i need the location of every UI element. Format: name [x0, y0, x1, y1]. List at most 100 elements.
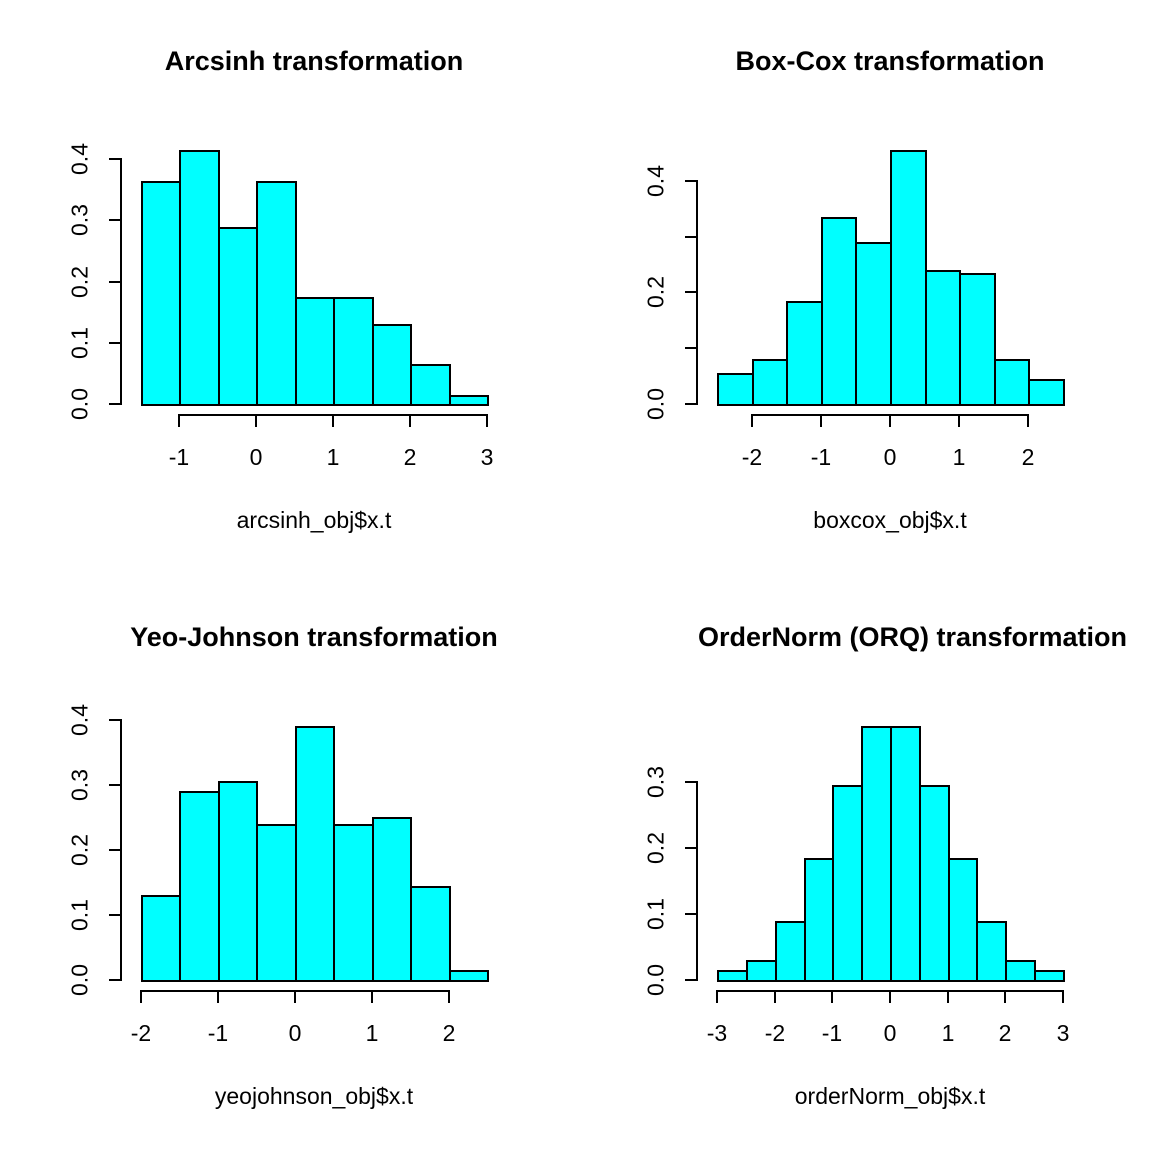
x-axis-tick: [774, 992, 776, 1003]
y-axis-tick: [109, 784, 120, 786]
histogram-bar: [717, 970, 748, 982]
y-axis-tick: [685, 979, 696, 981]
y-axis-tick-label: 0.1: [66, 899, 93, 931]
chart-title: Box-Cox transformation: [735, 46, 1045, 76]
y-axis-tick: [685, 403, 696, 405]
x-axis-tick: [947, 992, 949, 1003]
histogram-bar: [179, 791, 220, 982]
x-axis-tick-label: 0: [883, 1020, 897, 1046]
x-axis-line: [716, 990, 1064, 992]
histogram-bar: [333, 297, 374, 406]
x-axis-tick-label: -2: [741, 444, 763, 470]
histogram-bar: [786, 301, 823, 406]
x-axis-tick-label: -1: [810, 444, 832, 470]
plot-area: 0.0 0.1 0.2 0.3 0.4 -1 0 1 2 3: [0, 0, 576, 576]
x-axis-label: yeojohnson_obj$x.t: [214, 1083, 414, 1109]
y-axis-tick-label: 0.3: [66, 204, 93, 236]
histogram-bar: [179, 150, 220, 406]
x-axis-tick-label: 3: [480, 444, 494, 470]
histogram-bar: [410, 886, 451, 982]
x-axis-tick-label: -3: [706, 1020, 728, 1046]
x-axis-tick: [1062, 992, 1064, 1003]
x-axis-tick-label: 1: [941, 1020, 955, 1046]
panel-yeojohnson: Yeo-Johnson transformation 0.0 0.1 0.2 0.3 0…: [0, 576, 576, 1152]
x-axis-tick: [716, 992, 718, 1003]
histogram-bar: [832, 785, 863, 982]
histogram-bar: [959, 273, 996, 406]
histogram-bar: [372, 817, 412, 982]
x-axis-tick: [448, 992, 450, 1003]
x-axis-tick-label: -1: [207, 1020, 229, 1046]
y-axis-tick-label: 0.3: [66, 769, 93, 801]
histogram-bar: [994, 359, 1030, 406]
x-axis-tick: [889, 992, 891, 1003]
y-axis-tick: [109, 403, 120, 405]
y-axis-tick-label: 0.1: [66, 327, 93, 359]
histogram-bar: [804, 858, 834, 982]
y-axis-line: [120, 719, 122, 981]
x-axis-tick: [958, 416, 960, 427]
histogram-bar: [948, 858, 978, 982]
histogram-bar: [1034, 970, 1065, 982]
x-axis-tick-label: -2: [764, 1020, 786, 1046]
x-axis-tick-label: 2: [403, 444, 417, 470]
histogram-bar: [855, 242, 892, 406]
y-axis-tick: [109, 719, 120, 721]
x-axis-tick: [294, 992, 296, 1003]
y-axis-tick: [685, 291, 696, 293]
y-axis-tick-label: 0.4: [642, 165, 669, 197]
histogram-bar: [218, 781, 258, 982]
x-axis-tick-label: -2: [130, 1020, 152, 1046]
histogram-bar: [861, 726, 892, 982]
y-axis-tick: [685, 347, 696, 349]
chart-title: Yeo-Johnson transformation: [130, 622, 498, 652]
y-axis-tick-label: 0.2: [66, 266, 93, 298]
histogram-bar: [141, 181, 181, 406]
x-axis-tick-label: -1: [821, 1020, 843, 1046]
y-axis-tick: [685, 913, 696, 915]
histogram-bar: [746, 960, 777, 982]
x-axis-tick-label: 1: [952, 444, 966, 470]
x-axis-line: [140, 990, 450, 992]
y-axis-tick-label: 0.2: [642, 276, 669, 308]
x-axis-label: orderNorm_obj$x.t: [794, 1083, 986, 1109]
histogram-bar: [141, 895, 181, 982]
plot-area: 0.0 0.2 0.4 -2 -1 0 1 2: [576, 0, 1152, 576]
x-axis-tick: [1004, 992, 1006, 1003]
x-axis-tick-label: 1: [326, 444, 340, 470]
x-axis-tick-label: 2: [442, 1020, 456, 1046]
y-axis-tick-label: 0.4: [66, 704, 93, 736]
histogram-bar: [1005, 960, 1036, 982]
x-axis-tick: [889, 416, 891, 427]
histogram-bar: [449, 970, 489, 982]
x-axis-tick-label: 2: [998, 1020, 1012, 1046]
y-axis-tick: [685, 781, 696, 783]
histogram-bar: [333, 824, 374, 982]
x-axis-tick-label: 0: [249, 444, 263, 470]
histogram-bar: [295, 726, 335, 982]
histogram-bar: [775, 921, 806, 982]
x-axis-line: [751, 414, 1029, 416]
histogram-bar: [410, 364, 451, 406]
y-axis-tick: [109, 914, 120, 916]
histogram-bar: [256, 824, 297, 982]
y-axis-line: [696, 781, 698, 981]
histogram-bar: [372, 324, 412, 406]
y-axis-tick: [109, 979, 120, 981]
panel-ordernorm: OrderNorm (ORQ) transformation 0.0 0.1 0.2…: [576, 576, 1152, 1152]
y-axis-tick-label: 0.1: [642, 898, 669, 930]
y-axis-tick-label: 0.0: [66, 388, 93, 420]
histogram-bar: [890, 150, 927, 406]
x-axis-label: boxcox_obj$x.t: [813, 507, 967, 533]
chart-title: OrderNorm (ORQ) transformation: [698, 622, 1128, 652]
y-axis-tick-label: 0.2: [66, 834, 93, 866]
y-axis-tick: [109, 342, 120, 344]
x-axis-tick: [1027, 416, 1029, 427]
histogram-bar: [821, 217, 857, 406]
x-axis-tick: [486, 416, 488, 427]
x-axis-tick-label: -1: [168, 444, 190, 470]
x-axis-tick: [140, 992, 142, 1003]
y-axis-tick: [109, 158, 120, 160]
histogram-bar: [919, 785, 950, 982]
